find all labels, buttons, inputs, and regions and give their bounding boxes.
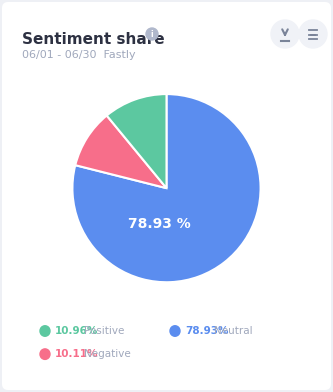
Text: i: i <box>151 30 153 39</box>
Text: 10.11%: 10.11% <box>55 349 99 359</box>
Circle shape <box>170 326 180 336</box>
Text: 78.93%: 78.93% <box>185 326 228 336</box>
FancyBboxPatch shape <box>2 2 331 390</box>
Circle shape <box>40 326 50 336</box>
Circle shape <box>299 20 327 48</box>
Text: Sentiment share: Sentiment share <box>22 32 165 47</box>
Wedge shape <box>72 94 261 282</box>
Text: Negative: Negative <box>84 349 131 359</box>
Circle shape <box>271 20 299 48</box>
Circle shape <box>40 349 50 359</box>
Circle shape <box>146 28 158 40</box>
Text: 78.93 %: 78.93 % <box>128 217 190 231</box>
Text: 10.96%: 10.96% <box>55 326 98 336</box>
Text: Positive: Positive <box>84 326 124 336</box>
Text: Neutral: Neutral <box>214 326 252 336</box>
Wedge shape <box>107 94 166 188</box>
Text: 06/01 - 06/30  Fastly: 06/01 - 06/30 Fastly <box>22 50 136 60</box>
Wedge shape <box>75 116 166 188</box>
